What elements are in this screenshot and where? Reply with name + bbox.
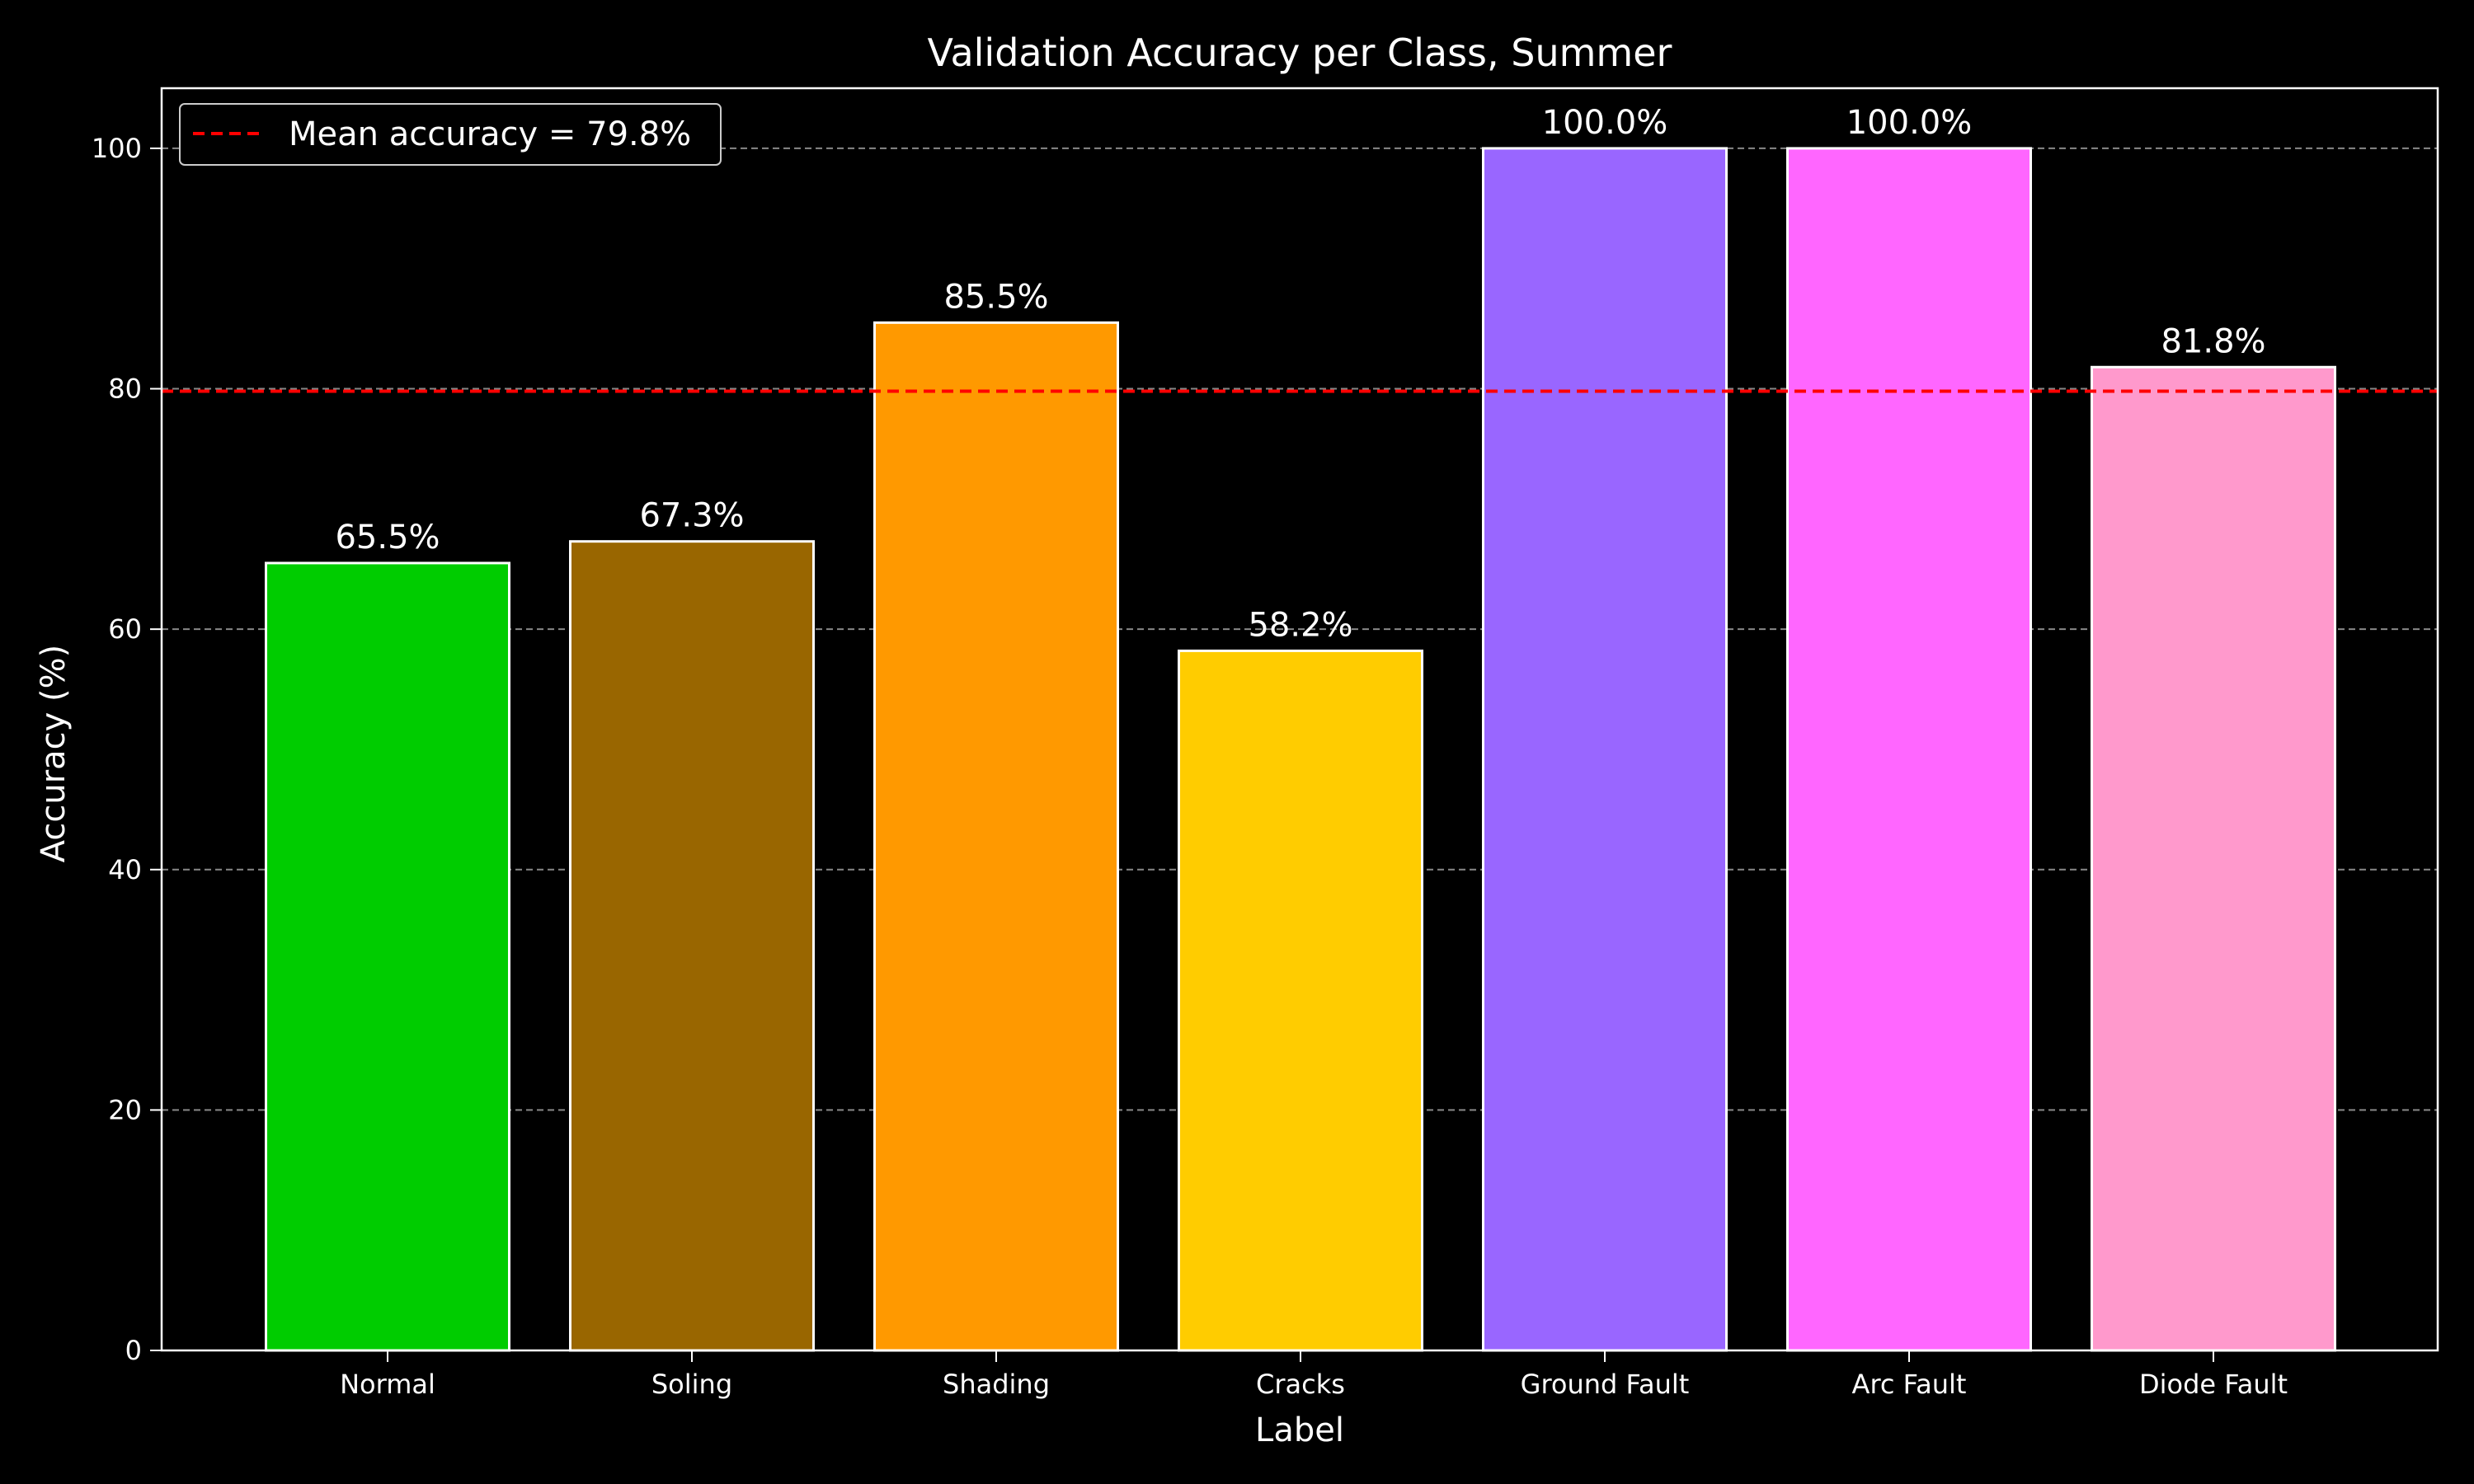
x-tick-label: Ground Fault <box>1521 1369 1690 1400</box>
plot-frame <box>160 87 2439 1352</box>
value-label: 100.0% <box>1846 104 1973 142</box>
tick-labels: 0 20 40 60 80 100 Normal Soling Shading Cracks Gro… <box>92 133 2288 1400</box>
value-label: 81.8% <box>2161 322 2265 360</box>
bar-cracks <box>1178 649 1423 1352</box>
bar-shading <box>873 321 1119 1352</box>
legend-entry-mean-accuracy: Mean accuracy = 79.8% <box>289 115 691 153</box>
y-tick-label: 100 <box>92 133 142 164</box>
x-tick-label: Soling <box>651 1369 732 1400</box>
bar-normal <box>265 561 510 1352</box>
bars <box>265 147 2336 1352</box>
x-axis-label: Label <box>1255 1411 1344 1449</box>
bar-ground-fault <box>1482 147 1728 1352</box>
y-tick-label: 40 <box>108 854 142 885</box>
bar-soling <box>569 540 815 1352</box>
x-tick-label: Arc Fault <box>1852 1369 1967 1400</box>
value-label: 100.0% <box>1542 104 1668 142</box>
x-tick-label: Diode Fault <box>2139 1369 2288 1400</box>
x-tick-label: Cracks <box>1256 1369 1345 1400</box>
y-tick-label: 0 <box>125 1335 142 1366</box>
y-tick-label: 20 <box>108 1094 142 1125</box>
legend: Mean accuracy = 79.8% <box>179 103 722 166</box>
y-tick-label: 80 <box>108 373 142 405</box>
value-label: 58.2% <box>1248 606 1352 644</box>
y-axis-label: Accuracy (%) <box>35 645 73 863</box>
bar-diode-fault <box>2091 365 2336 1352</box>
axes <box>150 87 2439 1362</box>
legend-box <box>179 103 722 166</box>
value-labels: 65.5% 67.3% 85.5% 58.2% 100.0% 100.0% 81.8% <box>335 104 2265 644</box>
x-tick-label: Shading <box>943 1369 1050 1400</box>
value-label: 65.5% <box>335 519 440 556</box>
chart-title: Validation Accuracy per Class, Summer <box>928 31 1672 75</box>
bar-arc-fault <box>1786 147 2032 1352</box>
value-label: 85.5% <box>943 278 1048 316</box>
x-tick-label: Normal <box>340 1369 435 1400</box>
y-tick-label: 60 <box>108 613 142 645</box>
value-label: 67.3% <box>639 497 744 535</box>
